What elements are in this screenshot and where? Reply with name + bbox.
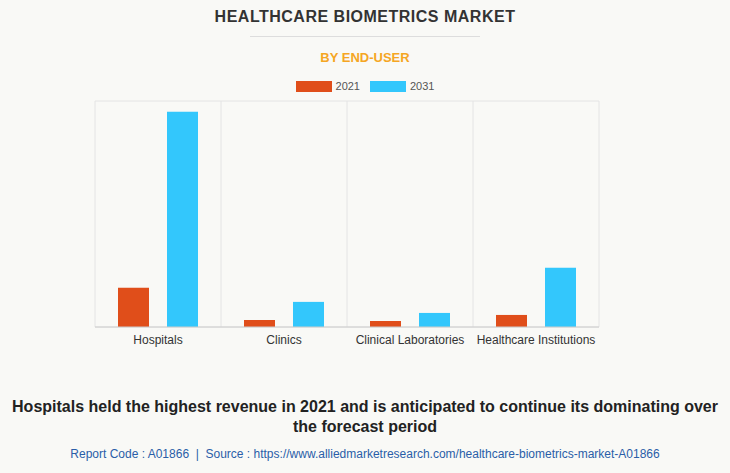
html-text:BY END-USER: BY END-USER — [320, 50, 410, 65]
html-text:2021: 2021 — [335, 80, 360, 92]
svg-text:Clinical Laboratories: Clinical Laboratories — [356, 333, 465, 347]
html-text:Report Code : A01866 | Source: Report Code : A01866 | Source : https://… — [70, 447, 660, 461]
html-text:Hospitals held the highest rev: Hospitals held the highest revenue in 20… — [12, 398, 718, 435]
html-text:HEALTHCARE BIOMETRICS MARKET: HEALTHCARE BIOMETRICS MARKET — [214, 8, 516, 25]
svg-text:Hospitals: Hospitals — [133, 333, 182, 347]
svg-text:Healthcare Institutions: Healthcare Institutions — [477, 333, 596, 347]
svg-text:Clinics: Clinics — [266, 333, 301, 347]
html-text:2031: 2031 — [410, 80, 435, 92]
